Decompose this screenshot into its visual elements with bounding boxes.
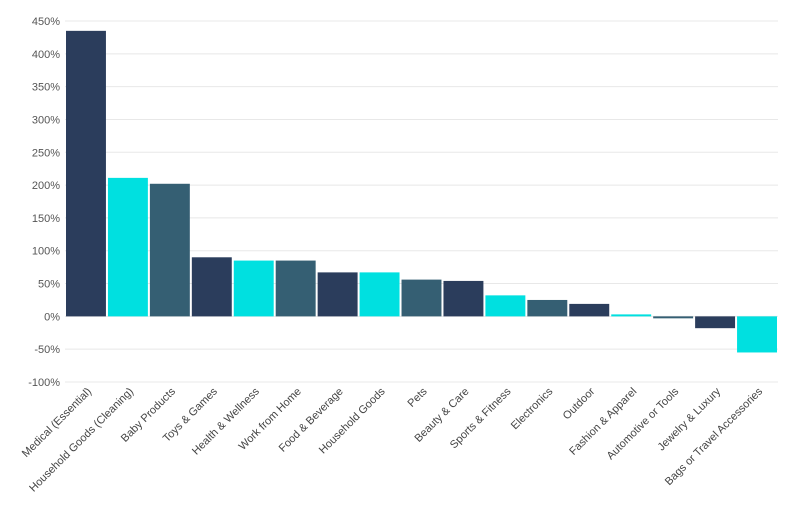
bar — [149, 183, 190, 317]
bar — [695, 316, 736, 329]
bar — [401, 279, 442, 317]
bar — [107, 177, 148, 317]
bar — [191, 257, 232, 317]
bars — [66, 30, 777, 353]
y-tick-label: 150% — [32, 213, 60, 225]
bar — [527, 299, 568, 317]
x-category-label: Outdoor — [561, 385, 598, 422]
y-tick-label: 300% — [32, 114, 60, 126]
y-tick-label: 450% — [32, 16, 60, 28]
y-tick-label: 250% — [32, 147, 60, 159]
bar — [66, 30, 106, 317]
x-category-label: Pets — [406, 385, 430, 409]
x-category-label: Electronics — [509, 385, 556, 432]
bar — [737, 316, 777, 353]
y-tick-label: 350% — [32, 82, 60, 94]
bar — [275, 260, 316, 317]
y-tick-label: 100% — [32, 246, 60, 258]
y-tick-label: -100% — [28, 377, 60, 389]
bar — [359, 272, 400, 317]
bar — [233, 260, 274, 317]
bar — [485, 295, 526, 317]
y-tick-label: 50% — [38, 279, 60, 291]
y-tick-label: 0% — [44, 311, 60, 323]
y-tick-label: 200% — [32, 180, 60, 192]
y-tick-label: 400% — [32, 49, 60, 61]
y-tick-label: -50% — [34, 344, 60, 356]
bar — [569, 303, 610, 317]
x-axis-category-labels: Medical (Essential)Household Goods (Clea… — [20, 385, 766, 494]
x-category-label: Automotive or Tools — [605, 385, 682, 462]
y-axis-tick-labels: 450% 400% 350% 300% 250% 200% 150% 100% 50% 0% -50… — [28, 16, 60, 389]
bar — [317, 272, 358, 317]
bar — [443, 280, 484, 317]
x-category-label: Medical (Essential) — [20, 386, 94, 460]
bar — [611, 314, 652, 317]
bar — [653, 316, 694, 319]
